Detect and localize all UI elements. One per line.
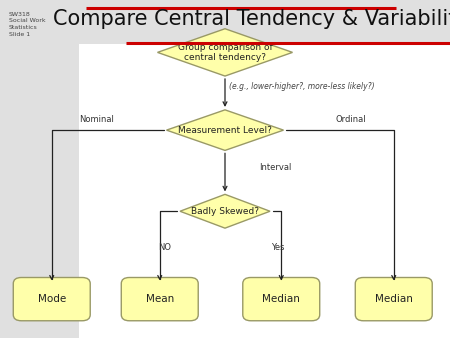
Polygon shape [180, 194, 270, 228]
Text: Median: Median [262, 294, 300, 304]
FancyBboxPatch shape [14, 277, 90, 321]
FancyBboxPatch shape [79, 44, 450, 338]
FancyBboxPatch shape [121, 277, 198, 321]
Text: Badly Skewed?: Badly Skewed? [191, 207, 259, 216]
Text: Ordinal: Ordinal [336, 116, 366, 124]
Text: Yes: Yes [271, 243, 285, 252]
Text: Measurement Level?: Measurement Level? [178, 126, 272, 135]
FancyBboxPatch shape [0, 0, 79, 338]
Text: Interval: Interval [259, 164, 291, 172]
Text: NO: NO [158, 243, 171, 252]
Polygon shape [166, 110, 284, 150]
Text: Median: Median [375, 294, 413, 304]
Text: Nominal: Nominal [79, 116, 114, 124]
Text: Group comparison of
central tendency?: Group comparison of central tendency? [178, 43, 272, 62]
Polygon shape [158, 29, 292, 76]
FancyBboxPatch shape [243, 277, 320, 321]
Text: (e.g., lower-higher?, more-less likely?): (e.g., lower-higher?, more-less likely?) [229, 82, 374, 91]
FancyBboxPatch shape [79, 0, 450, 44]
Text: SW318
Social Work
Statistics
Slide 1: SW318 Social Work Statistics Slide 1 [9, 12, 45, 37]
Text: Mode: Mode [38, 294, 66, 304]
Text: Compare Central Tendency & Variability: Compare Central Tendency & Variability [53, 8, 450, 29]
Text: Mean: Mean [146, 294, 174, 304]
FancyBboxPatch shape [356, 277, 432, 321]
